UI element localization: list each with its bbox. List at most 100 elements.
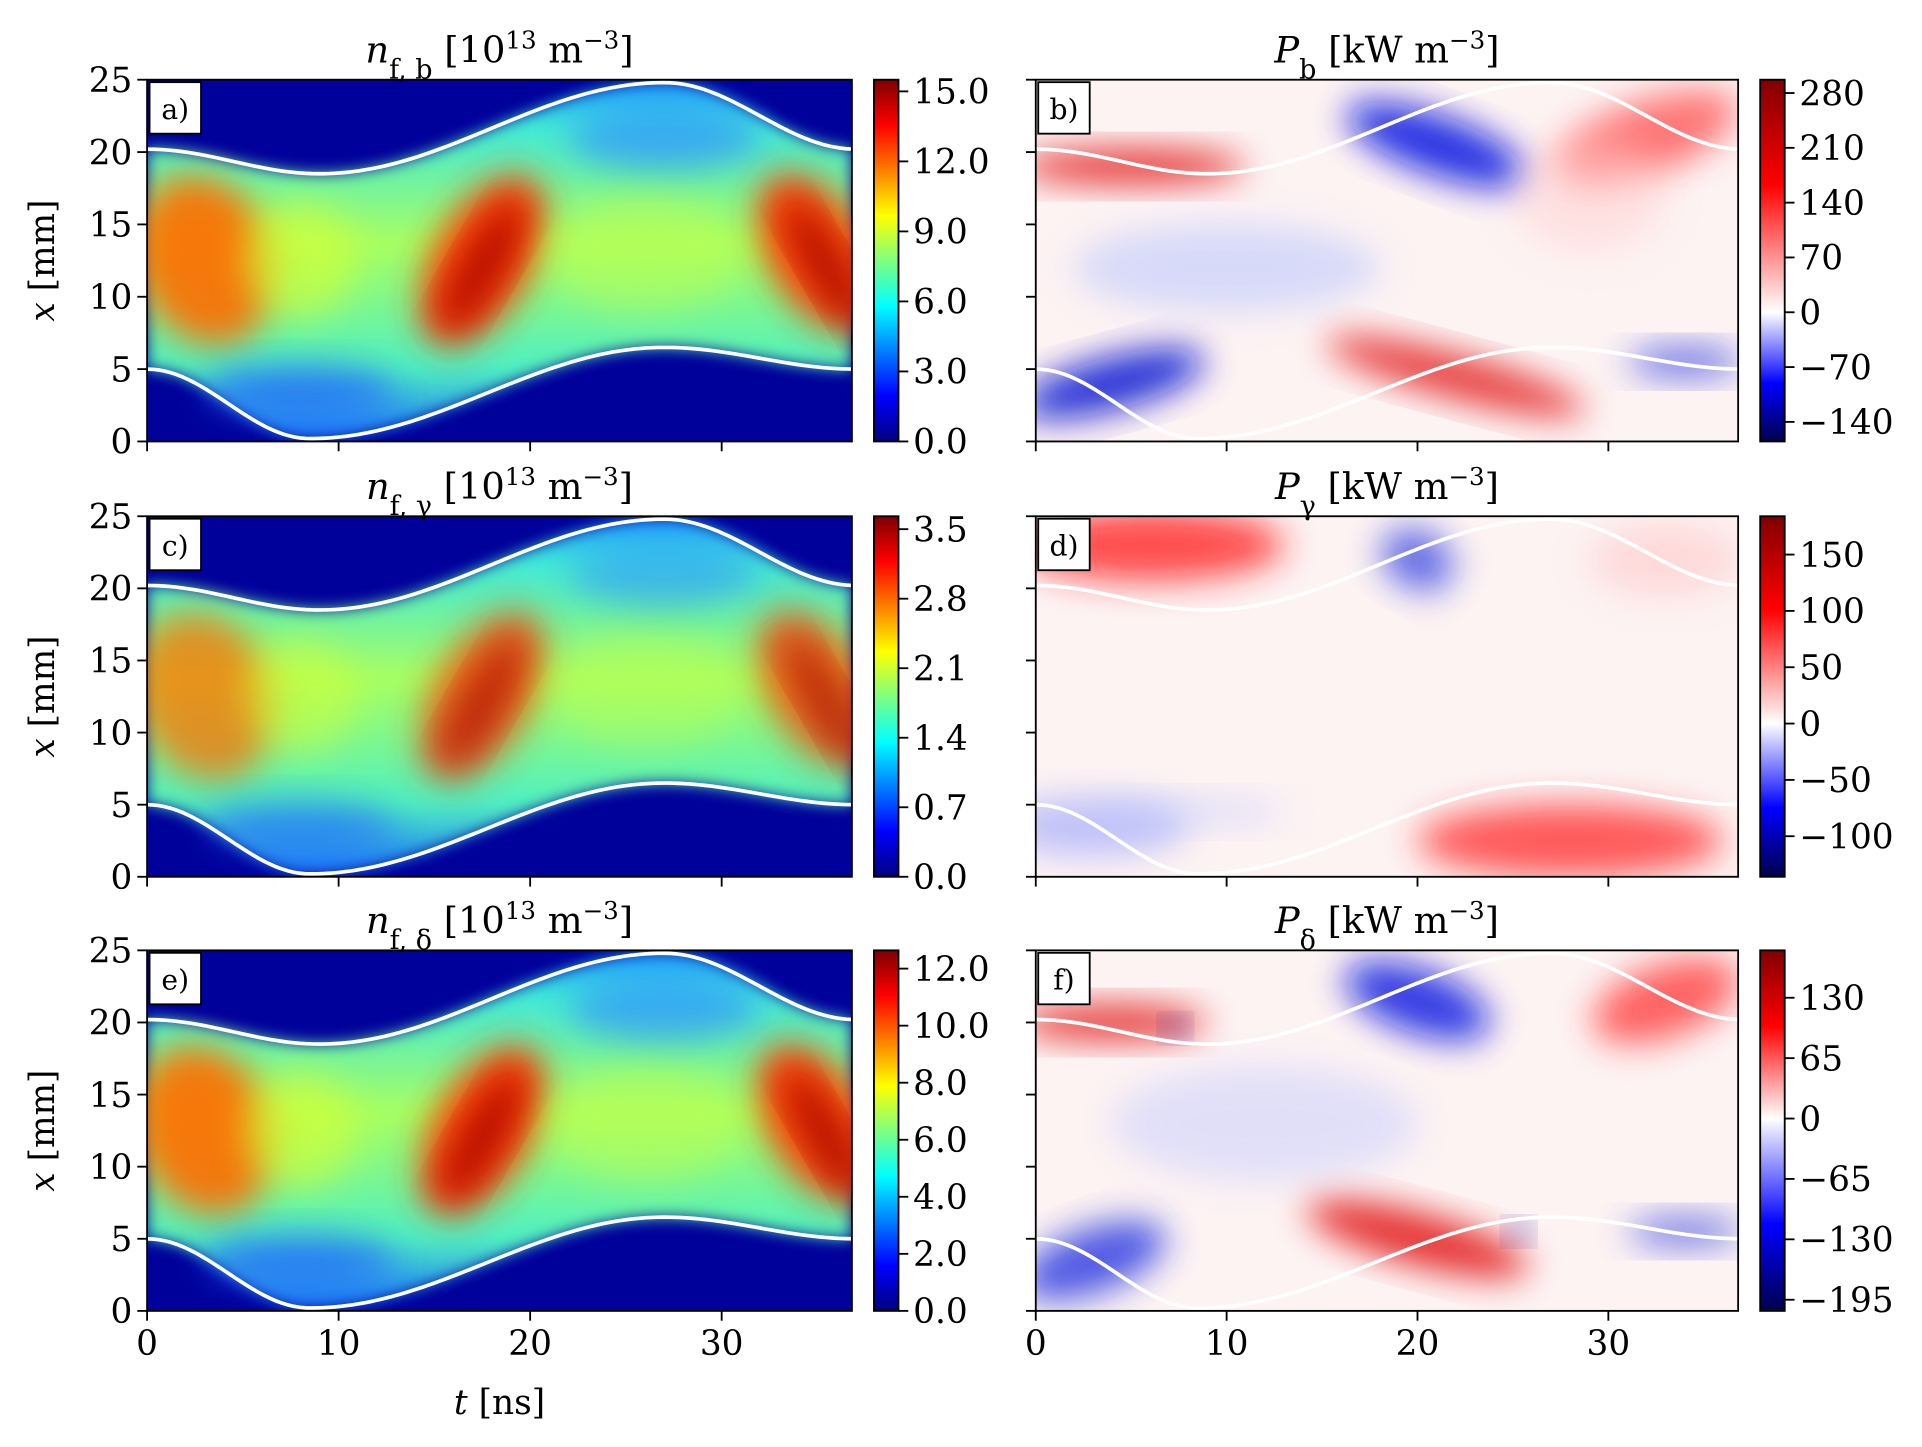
panel-title-part: −3 [1448, 462, 1484, 491]
power-blob [1344, 961, 1491, 1041]
panel-title-part: −3 [1449, 896, 1485, 925]
y-axis-label-part: [mm] [23, 200, 63, 303]
colorbar-tick-label: 0.0 [913, 1292, 968, 1332]
colorbar-tick-label: 130 [1799, 979, 1864, 1019]
boundary-curve [147, 951, 852, 1046]
power-blob [1509, 1222, 1529, 1241]
y-tick-label: 15 [89, 642, 133, 682]
y-tick-label: 25 [89, 61, 133, 101]
density-blob [788, 640, 852, 767]
panel-label-box [148, 517, 202, 572]
colorbar-tick-label: −140 [1799, 403, 1893, 443]
power-blob [1306, 1199, 1529, 1278]
x-axis-label-part: [ns] [468, 1383, 545, 1423]
panel-title-part: m [536, 465, 583, 508]
power-blob [1035, 348, 1205, 419]
colorbar [873, 78, 900, 443]
panel-title-part: P [1274, 899, 1301, 942]
heatmap [147, 79, 852, 442]
y-axis-label: x [mm] [23, 635, 63, 757]
y-tick-label: 10 [89, 714, 133, 754]
y-axis-label-part: x [23, 738, 63, 757]
panel-title-part: [10 [432, 899, 505, 942]
boundary-curve [1035, 1215, 1739, 1310]
boundary-curve [147, 345, 852, 441]
y-axis-label: x [mm] [23, 1070, 63, 1192]
x-axis-label-part: t [454, 1383, 468, 1423]
density-blob [568, 105, 760, 170]
colorbar-tick-label: 10.0 [913, 1007, 989, 1047]
density-blob [147, 612, 275, 782]
panel-title-part: [10 [432, 465, 505, 508]
density-blob [549, 631, 741, 747]
density-blob [242, 202, 358, 319]
y-tick-label: 20 [89, 1004, 133, 1044]
colorbar-tick-label: 0 [1799, 705, 1821, 745]
panel-title-part: ] [1485, 465, 1499, 508]
panel-title-part: n [366, 899, 390, 942]
y-tick-label: 0 [111, 423, 133, 463]
colorbar-tick-label: −50 [1799, 761, 1871, 801]
panel-title-part: n [366, 465, 390, 508]
density-blob [204, 1234, 397, 1287]
y-axis-label: x [mm] [23, 200, 63, 322]
panel-label: e) [161, 964, 189, 997]
density-blob [568, 976, 760, 1040]
colorbar-tick-label: 140 [1799, 184, 1864, 224]
panel-title-part: γ [1300, 491, 1316, 522]
density-blob [442, 204, 523, 332]
panel: a) 0 5 10 15 20 25 0.0 3.0 6.0 9.0 12.0 15.0 [89, 61, 990, 463]
colorbar-tick-label: 8.0 [913, 1064, 968, 1104]
panel-title-part: 13 [505, 25, 536, 54]
x-tick-label: 0 [136, 1324, 158, 1364]
colorbar [873, 949, 900, 1312]
power-blob [1326, 335, 1585, 417]
panel: c) 0 5 10 15 20 25 0.0 0.7 1.4 2.1 2.8 3.5 [89, 498, 968, 899]
panel: d) −100 −50 0 50 100 150 [1025, 515, 1894, 887]
panel-label: d) [1049, 529, 1078, 562]
panel-title-part: [kW m [1316, 899, 1449, 942]
boundary-curve [1035, 781, 1739, 876]
colorbar-tick-label: 2.0 [913, 1235, 968, 1275]
panel-title: nf, b [1013 m−3] [365, 25, 633, 85]
panel-title-part: m [536, 899, 583, 942]
y-tick-label: 15 [89, 206, 133, 246]
panel-label: c) [162, 529, 189, 562]
power-blob [1093, 797, 1284, 827]
panel-title-part: −3 [1449, 25, 1485, 54]
y-tick-label: 10 [89, 1148, 133, 1188]
panel-label: f) [1053, 964, 1074, 997]
colorbar-tick-label: 0.7 [913, 789, 968, 829]
panel-title-part: [10 [433, 29, 506, 72]
boundary-curve [1035, 80, 1739, 176]
power-blob [1112, 1065, 1418, 1182]
y-tick-label: 0 [111, 858, 133, 898]
panel-title-part: f, b [389, 54, 432, 85]
y-tick-label: 20 [89, 570, 133, 610]
x-axis-label: t [ns] [454, 1383, 545, 1423]
heatmap [1035, 79, 1739, 442]
colorbar-tick-label: 12.0 [913, 950, 989, 990]
colorbar-tick-label: 2.1 [913, 649, 968, 689]
panel-title-part: 13 [505, 462, 536, 491]
panel-title-part: δ [1300, 925, 1316, 956]
y-tick-label: 5 [111, 786, 133, 826]
x-tick-label: 30 [700, 1324, 744, 1364]
boundary-curve [1035, 951, 1739, 1046]
boundary-curve [1035, 517, 1739, 612]
panel-title: nf, δ [1013 m−3] [366, 896, 633, 956]
power-blob [1035, 516, 1284, 582]
colorbar-tick-label: 0.0 [913, 858, 968, 898]
x-tick-label: 30 [1587, 1324, 1631, 1364]
heatmap [1035, 516, 1739, 877]
y-tick-label: 5 [111, 1220, 133, 1260]
panel-title-part: 13 [505, 896, 536, 925]
colorbar-tick-label: 0.0 [913, 423, 968, 463]
colorbar [873, 515, 900, 878]
y-tick-label: 10 [89, 278, 133, 318]
plot-frame [1034, 78, 1740, 443]
density-blob [147, 1046, 275, 1216]
power-blob [1592, 958, 1739, 1044]
boundary-curve [1035, 345, 1739, 441]
density-blob [549, 195, 741, 312]
